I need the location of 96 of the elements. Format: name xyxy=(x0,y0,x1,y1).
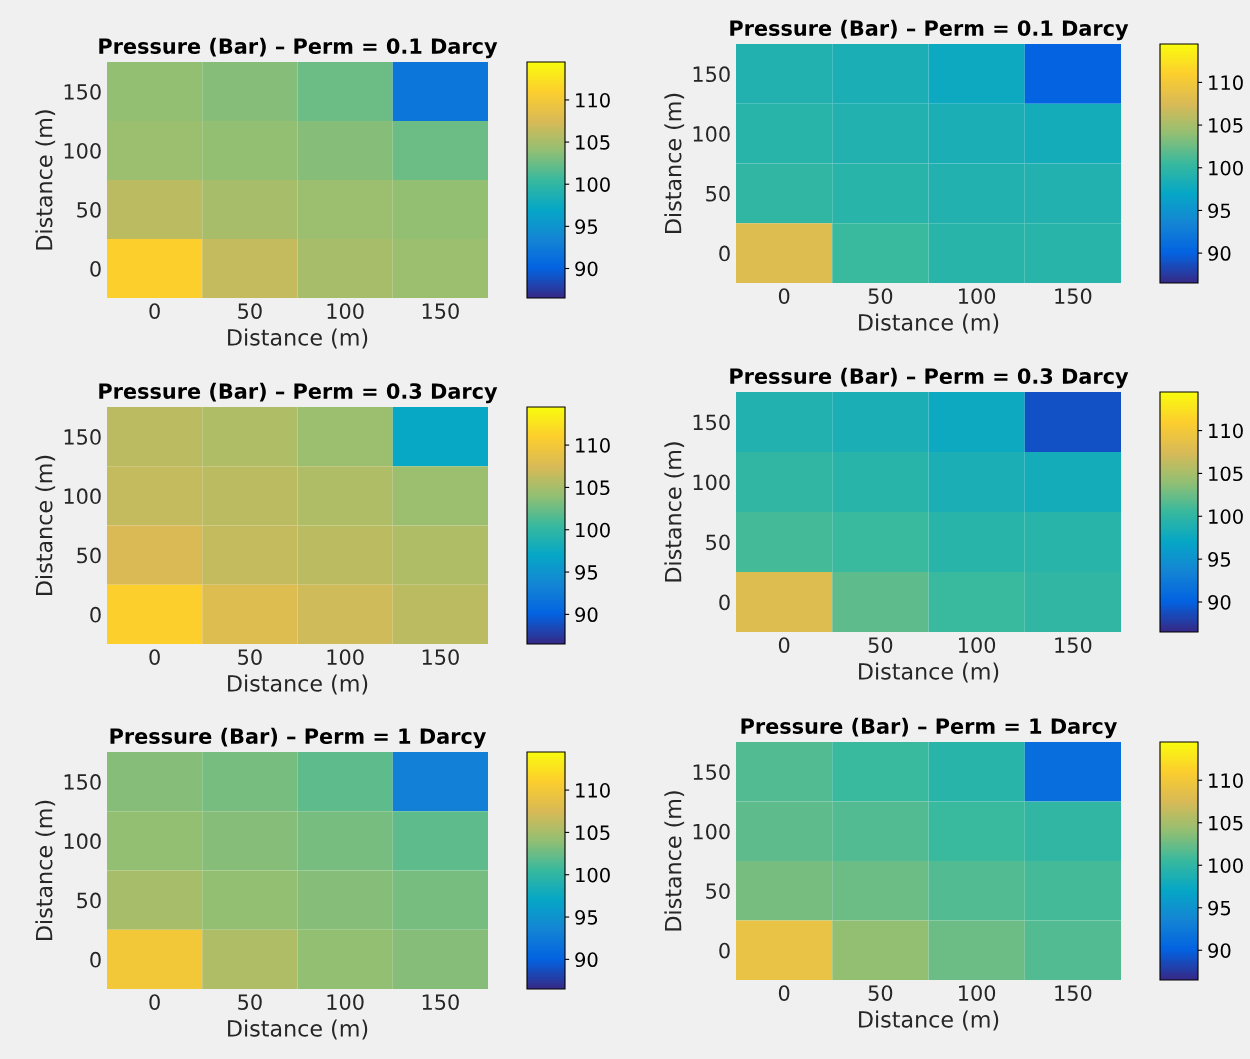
y-tick-label: 0 xyxy=(90,260,101,277)
y-tick-label: 50 xyxy=(706,534,730,551)
y-tick-label: 0 xyxy=(90,951,101,968)
x-tick-label: 150 xyxy=(1055,985,1092,1001)
color-bar-label: 105 xyxy=(1209,118,1243,133)
x-tick-label: 50 xyxy=(868,637,893,653)
x-tick-label: 0 xyxy=(778,637,790,653)
color-bar-label: 105 xyxy=(576,825,610,841)
y-tick-label: 150 xyxy=(693,414,730,431)
x-tick-label: 50 xyxy=(868,288,893,304)
x-axis-title: Distance (m) xyxy=(228,674,368,695)
y-axis-title: Distance (m) xyxy=(35,800,56,940)
x-tick-label: 0 xyxy=(149,303,160,319)
color-bar-label: 90 xyxy=(575,952,598,968)
x-tick-label: 150 xyxy=(1055,288,1092,304)
x-axis-title: Distance (m) xyxy=(859,662,999,683)
x-tick-label: 150 xyxy=(1055,637,1092,653)
x-axis-title: Distance (m) xyxy=(859,313,999,334)
chart-title: Pressure (Bar) – Perm = 0.3 Darcy xyxy=(730,367,1129,389)
color-bar-label: 90 xyxy=(1208,246,1231,261)
color-bar-label: 95 xyxy=(1208,552,1231,567)
color-bar-label: 110 xyxy=(576,92,610,108)
y-tick-label: 100 xyxy=(64,142,101,159)
x-tick-label: 100 xyxy=(327,303,364,319)
color-bar-label: 100 xyxy=(1209,509,1243,524)
x-tick-label: 50 xyxy=(238,994,262,1010)
y-axis-title: Distance (m) xyxy=(664,442,685,582)
color-bar-label: 90 xyxy=(575,607,598,623)
chart-title: Pressure (Bar) – Perm = 0.1 Darcy xyxy=(99,37,498,59)
y-tick-label: 100 xyxy=(693,823,730,840)
x-tick-label: 100 xyxy=(959,985,996,1001)
x-axis-title: Distance (m) xyxy=(228,328,368,349)
x-tick-label: 150 xyxy=(422,649,459,665)
y-tick-label: 150 xyxy=(64,429,101,445)
x-tick-label: 0 xyxy=(149,649,160,665)
color-bar-label: 110 xyxy=(1209,773,1243,788)
color-bar-label: 100 xyxy=(576,177,610,192)
x-tick-label: 50 xyxy=(238,649,262,665)
y-tick-label: 100 xyxy=(693,474,730,491)
x-tick-label: 0 xyxy=(778,288,790,304)
y-tick-label: 150 xyxy=(64,774,101,790)
color-bar-label: 105 xyxy=(1209,466,1243,482)
color-bar-label: 110 xyxy=(1209,75,1243,91)
chart-title: Pressure (Bar) – Perm = 1 Darcy xyxy=(110,727,487,749)
color-bar-label: 105 xyxy=(1209,815,1243,831)
y-tick-label: 0 xyxy=(719,942,730,959)
x-tick-label: 50 xyxy=(868,985,893,1001)
y-tick-label: 50 xyxy=(77,201,101,218)
y-tick-label: 150 xyxy=(693,66,730,83)
x-axis-title: Distance (m) xyxy=(228,1019,368,1040)
y-axis-title: Distance (m) xyxy=(35,455,56,595)
color-bar-label: 100 xyxy=(1209,160,1243,176)
y-tick-label: 50 xyxy=(77,892,101,909)
color-bar-label: 105 xyxy=(576,480,610,496)
color-bar-label: 100 xyxy=(1209,858,1243,873)
color-bar-label: 95 xyxy=(1208,900,1231,916)
color-bar-label: 90 xyxy=(1208,594,1231,610)
color-bar-label: 95 xyxy=(575,219,598,235)
color-bar-label: 95 xyxy=(575,910,598,925)
chart-title: Pressure (Bar) – Perm = 1 Darcy xyxy=(741,717,1118,739)
color-bar-label: 100 xyxy=(576,867,610,883)
color-bar-label: 110 xyxy=(1209,423,1243,439)
y-tick-label: 50 xyxy=(706,883,730,899)
x-tick-label: 150 xyxy=(422,994,459,1010)
chart-title: Pressure (Bar) – Perm = 0.1 Darcy xyxy=(730,19,1129,41)
color-bar-label: 105 xyxy=(576,135,610,150)
color-bar-label: 95 xyxy=(575,565,598,580)
y-tick-label: 0 xyxy=(90,606,101,623)
y-tick-label: 150 xyxy=(693,764,730,780)
y-tick-label: 150 xyxy=(64,83,101,100)
color-bar-label: 110 xyxy=(576,438,610,453)
x-tick-label: 50 xyxy=(238,303,262,319)
color-bar-label: 95 xyxy=(1208,203,1231,219)
x-tick-label: 0 xyxy=(149,994,160,1010)
y-axis-title: Distance (m) xyxy=(664,791,685,931)
x-axis-title: Distance (m) xyxy=(859,1010,999,1031)
y-tick-label: 50 xyxy=(77,547,101,564)
color-bar-label: 90 xyxy=(1208,943,1231,958)
x-tick-label: 100 xyxy=(959,288,996,304)
color-bar-label: 110 xyxy=(576,783,610,798)
x-tick-label: 100 xyxy=(959,637,996,653)
y-tick-label: 100 xyxy=(64,488,101,505)
y-tick-label: 0 xyxy=(719,594,730,611)
x-tick-label: 100 xyxy=(327,649,364,665)
x-tick-label: 0 xyxy=(778,985,790,1001)
x-tick-label: 100 xyxy=(327,994,364,1010)
y-axis-title: Distance (m) xyxy=(664,93,685,233)
y-tick-label: 0 xyxy=(719,245,730,262)
y-tick-label: 100 xyxy=(64,833,101,850)
color-bar-label: 100 xyxy=(576,522,610,538)
color-bar-label: 90 xyxy=(575,261,598,277)
y-tick-label: 50 xyxy=(706,185,730,202)
chart-title: Pressure (Bar) – Perm = 0.3 Darcy xyxy=(99,382,498,404)
y-axis-title: Distance (m) xyxy=(35,110,56,250)
y-tick-label: 100 xyxy=(693,126,730,142)
x-tick-label: 150 xyxy=(422,303,459,319)
